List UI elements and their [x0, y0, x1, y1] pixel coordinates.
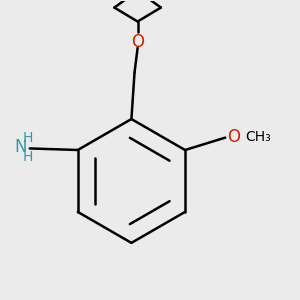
Text: H: H — [22, 130, 32, 145]
Text: O: O — [227, 128, 240, 146]
Text: CH₃: CH₃ — [245, 130, 271, 144]
Text: H: H — [22, 150, 32, 164]
Text: O: O — [131, 33, 144, 51]
Text: N: N — [15, 138, 27, 156]
